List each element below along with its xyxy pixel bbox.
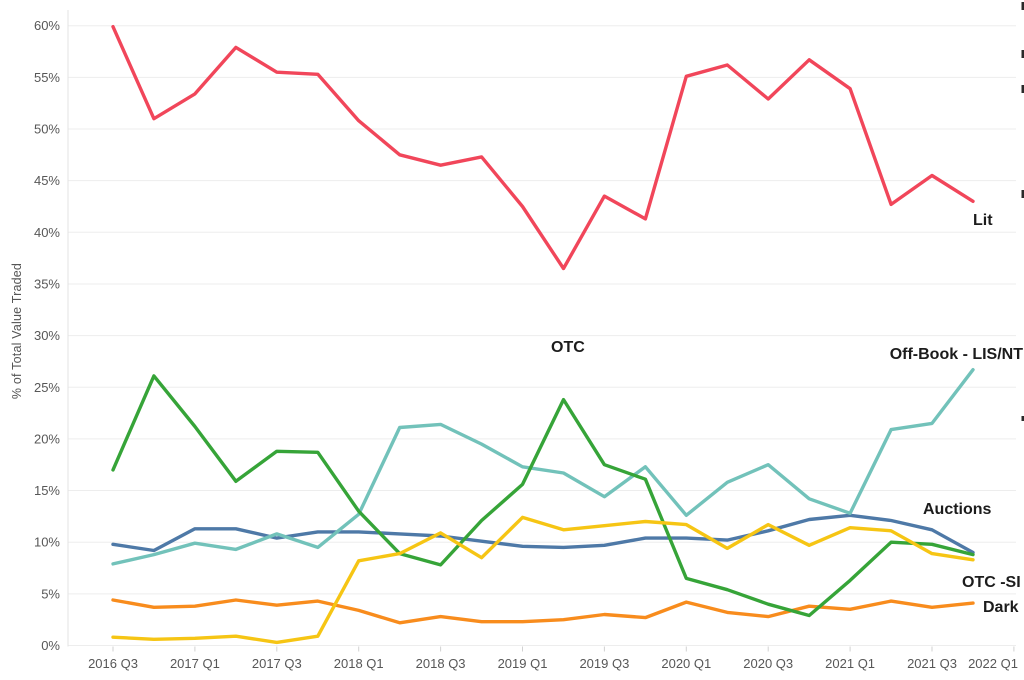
clipped-text-fragment: [1021, 416, 1024, 421]
y-tick-label: 20%: [34, 431, 60, 446]
y-tick-label: 30%: [34, 328, 60, 343]
series-line-lit[interactable]: [111, 25, 975, 271]
series-label-otc: OTC: [551, 339, 585, 356]
series-line-otc[interactable]: [111, 374, 975, 618]
x-tick-label: 2020 Q1: [661, 656, 711, 671]
y-tick-label: 0%: [41, 638, 60, 653]
y-tick-label: 60%: [34, 18, 60, 33]
y-tick-label: 50%: [34, 122, 60, 137]
series-line-otc-si[interactable]: [111, 515, 975, 645]
x-tick-label: 2021 Q3: [907, 656, 957, 671]
x-tick-label: 2016 Q3: [88, 656, 138, 671]
series-label-auctions: Auctions: [923, 501, 992, 518]
series-line-auctions[interactable]: [111, 513, 975, 555]
series-line-dark[interactable]: [111, 598, 975, 625]
x-tick-label: 2021 Q1: [825, 656, 875, 671]
y-tick-label: 25%: [34, 380, 60, 395]
x-tick-label: 2018 Q1: [334, 656, 384, 671]
x-tick-label: 2018 Q3: [416, 656, 466, 671]
y-tick-label: 45%: [34, 173, 60, 188]
series-label-off-book-lis-nt: Off-Book - LIS/NT: [890, 346, 1024, 363]
y-tick-label: 40%: [34, 225, 60, 240]
x-tick-label: 2019 Q1: [498, 656, 548, 671]
series-label-dark: Dark: [983, 599, 1019, 616]
y-tick-label: 10%: [34, 535, 60, 550]
x-tick-label: 2020 Q3: [743, 656, 793, 671]
x-tick-label: 2022 Q1: [968, 656, 1018, 671]
clipped-text-fragment: [1021, 50, 1024, 58]
clipped-text-fragment: [1021, 190, 1024, 198]
x-tick-label: 2017 Q1: [170, 656, 220, 671]
series-line-off-book-lis-nt[interactable]: [111, 368, 975, 566]
y-tick-label: 5%: [41, 586, 60, 601]
clipped-text-fragment: [1021, 85, 1024, 93]
series-label-lit: Lit: [973, 212, 993, 229]
clipped-text-fragment: [1021, 2, 1024, 10]
y-tick-label: 55%: [34, 70, 60, 85]
series-label-otc-si: OTC -SI: [962, 574, 1021, 591]
x-tick-label: 2017 Q3: [252, 656, 302, 671]
x-tick-label: 2019 Q3: [579, 656, 629, 671]
y-tick-label: 35%: [34, 276, 60, 291]
y-tick-label: 15%: [34, 483, 60, 498]
